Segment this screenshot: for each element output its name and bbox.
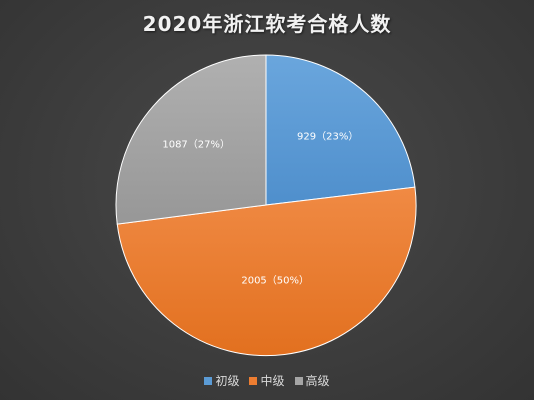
legend-label-intermediate: 中级 xyxy=(260,374,285,388)
legend-swatch-primary xyxy=(204,376,213,385)
legend-swatch-advanced xyxy=(294,376,303,385)
data-label-advanced: 1087（27%） xyxy=(162,139,230,151)
legend-label-primary: 初级 xyxy=(215,374,240,388)
legend-item-intermediate: 中级 xyxy=(249,372,285,389)
legend-swatch-intermediate xyxy=(249,376,258,385)
data-label-intermediate: 2005（50%） xyxy=(241,274,309,286)
legend-label-advanced: 高级 xyxy=(305,374,330,388)
chart-title: 2020年浙江软考合格人数 xyxy=(142,12,392,36)
pie-slice-intermediate xyxy=(116,186,417,357)
legend-item-advanced: 高级 xyxy=(294,372,330,389)
pie-slice-advanced xyxy=(115,54,267,225)
pie-slice-primary xyxy=(265,54,416,206)
chart-legend: 初级 中级 高级 xyxy=(0,372,534,389)
data-label-primary: 929（23%） xyxy=(297,130,358,142)
legend-item-primary: 初级 xyxy=(204,372,239,389)
